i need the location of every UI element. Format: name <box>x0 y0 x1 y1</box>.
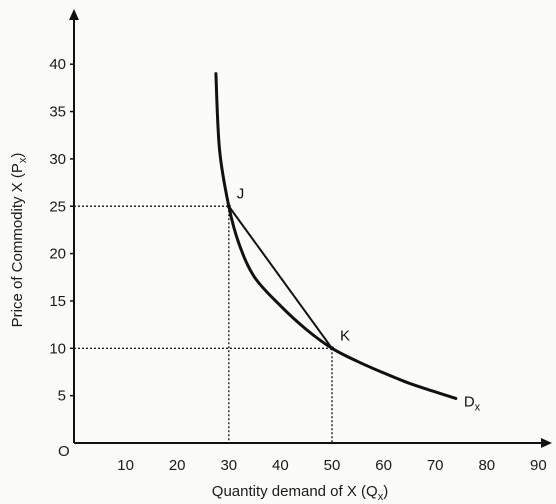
series-label-sub: x <box>475 401 481 413</box>
y-tick-label: 30 <box>49 151 66 168</box>
x-tick-label: 90 <box>530 457 547 474</box>
x-axis-title: Quantity demand of X (Qx) <box>212 483 388 503</box>
x-tick-label: 40 <box>272 457 289 474</box>
y-tick-labels: 5 10 15 20 25 30 35 40 <box>49 56 74 405</box>
y-axis-title-tail: ) <box>9 153 26 158</box>
point-label-K: K <box>340 327 350 344</box>
x-tick-label: 60 <box>375 457 392 474</box>
y-axis-arrow <box>69 9 79 20</box>
chord-line-jk <box>227 205 333 349</box>
x-tick-label: 10 <box>117 457 134 474</box>
x-axis-title-main: Quantity demand of X (Q <box>212 483 378 500</box>
series-label-main: D <box>464 393 475 410</box>
plot-area <box>214 72 458 400</box>
guide-lines <box>74 205 333 443</box>
x-tick-label: 30 <box>220 457 237 474</box>
origin-label: O <box>58 443 70 460</box>
y-tick-label: 5 <box>58 388 66 405</box>
axes <box>69 9 552 448</box>
y-axis-title: Price of Commodity X (Px) <box>9 153 29 328</box>
x-axis-arrow <box>541 438 552 448</box>
x-axis-title-sub: x <box>378 491 384 503</box>
y-tick-label: 40 <box>49 56 66 73</box>
x-axis-title-tail: ) <box>383 483 388 500</box>
series-label: Dx <box>464 393 481 413</box>
y-tick-label: 20 <box>49 246 66 263</box>
x-tick-label: 70 <box>427 457 444 474</box>
point-labels: J K Dx <box>237 185 481 413</box>
y-tick-label: 25 <box>49 198 66 215</box>
x-tick-label: 20 <box>169 457 186 474</box>
y-tick-label: 35 <box>49 104 66 121</box>
x-tick-label: 50 <box>324 457 341 474</box>
y-tick-label: 15 <box>49 293 66 310</box>
point-J <box>226 204 231 209</box>
x-tick-label: 80 <box>478 457 495 474</box>
demand-curve-line <box>214 72 458 400</box>
y-axis-title-sub: x <box>17 157 29 163</box>
x-tick-labels: 10 20 30 40 50 60 70 80 90 <box>117 457 546 474</box>
point-K <box>330 346 334 351</box>
y-tick-label: 10 <box>49 340 66 357</box>
point-label-J: J <box>237 185 245 202</box>
y-axis-title-main: Price of Commodity X (P <box>9 163 26 327</box>
